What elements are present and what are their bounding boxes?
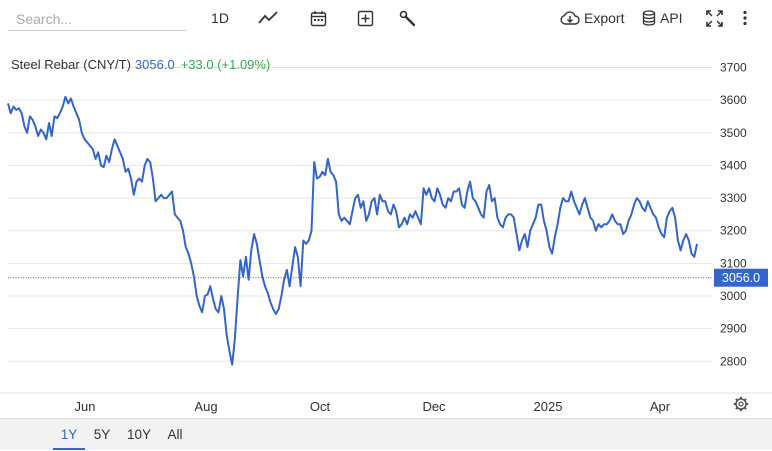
calendar-button[interactable] (307, 6, 329, 30)
y-tick-label: 3700 (720, 60, 747, 74)
range-all-button[interactable]: All (162, 419, 188, 450)
more-menu-button[interactable] (738, 6, 752, 30)
export-label: Export (584, 10, 625, 26)
search-input[interactable] (8, 7, 186, 31)
plus-box-icon (357, 10, 374, 27)
fullscreen-icon (705, 9, 723, 27)
range-all-label: All (167, 427, 183, 442)
x-tick-label: 2025 (534, 399, 563, 414)
api-button[interactable]: API (642, 6, 686, 30)
y-tick-label: 2900 (720, 322, 747, 336)
range-1y-button[interactable]: 1Y (53, 419, 85, 450)
y-tick-label: 3000 (720, 289, 747, 303)
toolbar: 1D Export API (0, 0, 772, 38)
range-selector: 1Y 5Y 10Y All (0, 418, 772, 450)
y-axis: 2800 2900 3000 3100 3200 3300 3400 3500 3600 3700 (720, 60, 747, 368)
range-1y-label: 1Y (60, 427, 78, 442)
chart-type-button[interactable] (255, 6, 281, 30)
export-button[interactable]: Export (560, 6, 626, 30)
y-tick-label: 3600 (720, 93, 747, 107)
price-series-line (7, 95, 698, 366)
y-tick-label: 2800 (720, 354, 747, 368)
x-axis: Jun Aug Oct Dec 2025 Apr (75, 399, 671, 414)
instrument-change: +33.0 (+1.09%) (180, 57, 271, 72)
cloud-download-icon (560, 10, 580, 26)
line-chart-icon (258, 11, 278, 25)
instrument-header: Steel Rebar (CNY/T) 3056.0 +33.0 (+1.09%) (11, 57, 270, 72)
price-chart[interactable]: Jun Aug Oct Dec 2025 Apr 2800 2900 3000 3100 3200… (0, 0, 772, 418)
y-tick-label: 3500 (720, 126, 747, 140)
instrument-name: Steel Rebar (CNY/T) (11, 57, 131, 72)
range-10y-label: 10Y (126, 427, 152, 442)
interval-label: 1D (211, 10, 229, 26)
x-tick-label: Oct (310, 399, 331, 414)
y-tick-label: 3300 (720, 191, 747, 205)
wrench-icon (399, 10, 416, 27)
grid-lines (0, 66, 772, 394)
database-icon (642, 10, 656, 26)
instrument-price: 3056.0 (134, 57, 175, 72)
x-tick-label: Apr (650, 399, 671, 414)
x-tick-label: Dec (422, 399, 446, 414)
y-tick-label: 3100 (720, 256, 747, 270)
add-indicator-button[interactable] (354, 6, 376, 30)
chart-settings-button[interactable] (733, 396, 751, 414)
fullscreen-button[interactable] (704, 6, 724, 30)
current-price-tag-bg (714, 268, 768, 287)
current-price-tag-text: 3056.0 (722, 271, 760, 285)
interval-button[interactable]: 1D (208, 6, 232, 30)
tools-button[interactable] (396, 6, 418, 30)
current-price-tag: 3056.0 (714, 268, 768, 287)
more-vertical-icon (743, 10, 747, 26)
x-tick-label: Aug (194, 399, 217, 414)
y-tick-label: 3400 (720, 158, 747, 172)
api-label: API (660, 10, 683, 26)
x-tick-label: Jun (75, 399, 96, 414)
range-5y-button[interactable]: 5Y (88, 419, 116, 450)
gear-icon (733, 396, 749, 416)
range-10y-button[interactable]: 10Y (122, 419, 156, 450)
calendar-icon (310, 10, 327, 27)
range-5y-label: 5Y (93, 427, 111, 442)
y-tick-label: 3200 (720, 224, 747, 238)
